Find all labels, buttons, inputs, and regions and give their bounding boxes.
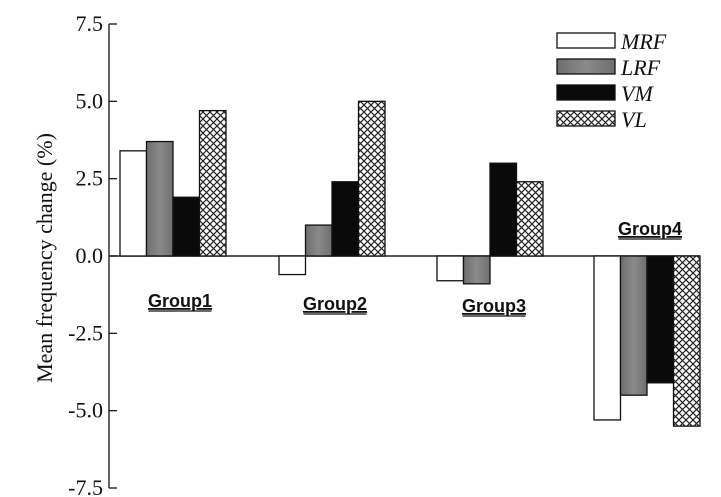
- bar-lrf-group3: [462, 255, 491, 285]
- group-labels: Group1 Group2 Group3 Group4: [148, 219, 682, 317]
- legend-label-lrf: LRF: [620, 55, 661, 80]
- bar-vl-group2: [357, 100, 386, 257]
- bar-mrf-group3: [436, 255, 465, 282]
- legend-swatch-vl: [556, 110, 616, 127]
- y-tick-label: -5.0: [68, 398, 103, 423]
- bar-vm-group2: [331, 181, 360, 257]
- y-tick-label: -2.5: [68, 320, 103, 345]
- group-label: Group3: [462, 296, 526, 316]
- group-label: Group4: [618, 219, 682, 239]
- bar-lrf-group2: [304, 224, 333, 257]
- y-tick-label: 0.0: [76, 243, 104, 268]
- legend-label-mrf: MRF: [620, 29, 667, 54]
- y-tick-label: 2.5: [76, 166, 104, 191]
- y-tick-label: 7.5: [76, 11, 104, 36]
- bar-mrf-group2: [278, 255, 307, 276]
- bar-lrf-group1: [145, 140, 174, 257]
- legend-label-vl: VL: [621, 107, 647, 132]
- legend-swatch-vm: [556, 84, 616, 101]
- bar-mrf-group4: [593, 255, 622, 421]
- bar-vl-group1: [198, 109, 227, 257]
- legend-label-vm: VM: [621, 81, 654, 106]
- y-axis: 7.5 5.0 2.5 0.0 -2.5 -5.0 -7.5: [68, 11, 117, 497]
- bar-lrf-group4: [619, 255, 648, 396]
- bar-vm-group4: [646, 255, 675, 384]
- bar-vl-group3: [515, 181, 544, 257]
- group-label: Group2: [303, 294, 367, 314]
- bar-vl-group4: [672, 255, 701, 427]
- legend-swatch-lrf: [556, 58, 616, 75]
- legend-swatch-mrf: [556, 32, 616, 49]
- bar-vm-group3: [489, 162, 518, 257]
- bar-mrf-group1: [119, 150, 148, 257]
- y-tick-label: -7.5: [68, 475, 103, 497]
- y-axis-label: Mean frequency change (%): [32, 133, 57, 383]
- y-tick-label: 5.0: [76, 88, 104, 113]
- group-label: Group1: [148, 291, 212, 311]
- bar-vm-group1: [172, 196, 201, 257]
- bars: [119, 100, 701, 427]
